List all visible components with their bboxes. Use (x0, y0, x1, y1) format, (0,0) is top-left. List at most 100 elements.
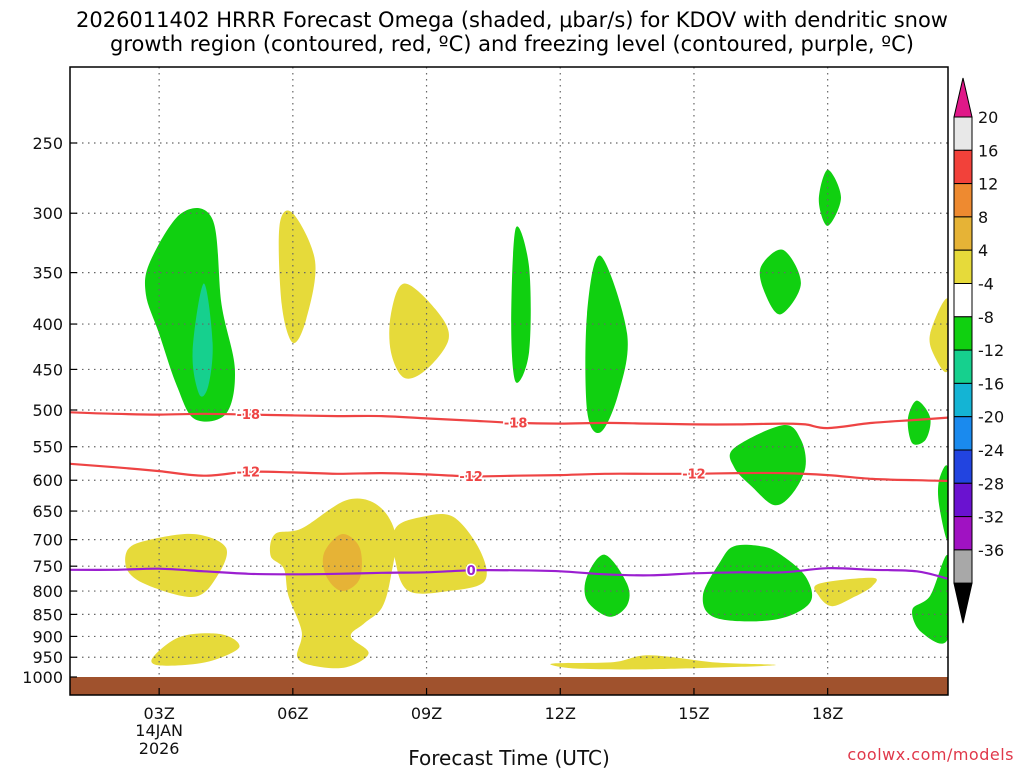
omega-region-10 (907, 400, 931, 445)
colorbar-swatch-11 (953, 482, 973, 518)
omega-region-12 (125, 533, 227, 598)
y-tick-label-250: 250 (32, 134, 63, 153)
omega-region-17 (550, 655, 776, 670)
ground-strip (70, 677, 948, 695)
omega-region-2 (278, 210, 316, 344)
omega-region-0 (144, 208, 236, 422)
y-axis: 250 300 350 400 450 500 550 600 650 700 750 800 850 9… (22, 134, 77, 687)
plot-frame (69, 66, 949, 696)
omega-region-16 (151, 633, 240, 666)
omega-region-4 (511, 226, 531, 383)
colorbar-swatch-8 (953, 382, 973, 418)
colorbar-swatch-0 (953, 116, 973, 151)
x-tick-label-03Z: 03Z (143, 704, 174, 723)
colorbar-label-10: -24 (978, 441, 1004, 460)
ground-layer (70, 677, 948, 695)
omega-region-5 (585, 255, 628, 434)
chart-title-line-1: 2026011402 HRRR Forecast Omega (shaded, … (75, 8, 948, 32)
omega-region-19 (702, 544, 813, 622)
chart-title: 2026011402 HRRR Forecast Omega (shaded, … (0, 8, 1024, 56)
colorbar-swatch-6 (953, 316, 973, 351)
omega-region-8 (929, 298, 948, 373)
chart-title-line-2: growth region (contoured, red, ºC) and f… (110, 32, 914, 56)
colorbar-top-arrow (953, 77, 973, 118)
colorbar-label-8: -16 (978, 374, 1004, 393)
colorbar-swatch-4 (953, 249, 973, 284)
x-axis-label: Forecast Time (UTC) (408, 746, 610, 768)
colorbar-label-4: 4 (978, 241, 988, 260)
omega-region-20 (814, 577, 877, 607)
colorbar-label-5: -4 (978, 275, 994, 294)
omega-region-1 (192, 283, 213, 397)
colorbar-swatch-9 (953, 416, 973, 451)
contour-label-dendritic-bottom-2: -12 (682, 467, 706, 482)
y-tick-label-600: 600 (32, 471, 63, 490)
y-tick-label-700: 700 (32, 531, 63, 550)
contour-label-freezing-level-0: 0 (467, 564, 476, 579)
y-tick-label-850: 850 (32, 605, 63, 624)
omega-region-15 (392, 513, 487, 594)
omega-region-11 (937, 465, 948, 541)
date-label-line-2: 2026 (139, 739, 180, 758)
colorbar-bottom-arrow (953, 582, 973, 624)
x-tick-label-18Z: 18Z (812, 704, 843, 723)
colorbar-label-13: -36 (978, 541, 1004, 560)
y-tick-label-550: 550 (32, 438, 63, 457)
plot-border (69, 66, 949, 696)
colorbar-label-7: -12 (978, 341, 1004, 360)
omega-region-21 (912, 555, 948, 644)
contour-dendritic-bottom (70, 462, 948, 482)
contour-label-dendritic-top-0: -18 (237, 408, 261, 423)
contour-dendritic-top (70, 411, 948, 430)
y-tick-label-650: 650 (32, 502, 63, 521)
colorbar-swatch-5 (953, 283, 973, 318)
contour-freezing-level (70, 567, 948, 580)
omega-shading-layer (125, 169, 948, 670)
y-tick-label-450: 450 (32, 360, 63, 379)
colorbar-swatch-2 (953, 183, 973, 218)
colorbar-swatch-1 (953, 149, 973, 185)
watermark: coolwx.com/models (847, 745, 1014, 764)
date-label-line-1: 14JAN (135, 721, 183, 740)
omega-region-3 (389, 283, 449, 379)
contour-label-dendritic-bottom-0: -12 (237, 465, 261, 480)
colorbar: 20 16 12 8 4 -4 -8 -12 -16 -20 -24 -28 -32 -36 (953, 77, 1004, 624)
y-tick-label-300: 300 (32, 204, 63, 223)
y-tick-label-900: 900 (32, 627, 63, 646)
x-tick-label-15Z: 15Z (678, 704, 709, 723)
omega-region-7 (818, 169, 841, 226)
colorbar-swatch-7 (953, 349, 973, 384)
contour-layer: -18 -18 -12 -12 -12 0 (70, 407, 948, 580)
colorbar-label-11: -28 (978, 474, 1004, 493)
contour-label-dendritic-bottom-1: -12 (459, 470, 483, 485)
y-tick-label-1000: 1000 (22, 668, 63, 687)
y-tick-label-950: 950 (32, 648, 63, 667)
x-tick-label-09Z: 09Z (411, 704, 442, 723)
contour-label-dendritic-top-1: -18 (504, 416, 528, 431)
colorbar-label-9: -20 (978, 408, 1004, 427)
colorbar-label-0: 20 (978, 108, 998, 127)
y-tick-label-350: 350 (32, 264, 63, 283)
omega-region-18 (584, 554, 630, 617)
y-tick-label-500: 500 (32, 401, 63, 420)
omega-region-14 (322, 534, 362, 592)
colorbar-swatch-12 (953, 516, 973, 551)
colorbar-label-1: 16 (978, 141, 998, 160)
colorbar-label-3: 8 (978, 208, 988, 227)
colorbar-label-6: -8 (978, 308, 994, 327)
colorbar-swatch-3 (953, 216, 973, 251)
omega-region-6 (759, 249, 801, 315)
colorbar-swatch-10 (953, 449, 973, 484)
y-tick-label-400: 400 (32, 315, 63, 334)
x-tick-label-06Z: 06Z (277, 704, 308, 723)
colorbar-label-2: 12 (978, 175, 998, 194)
colorbar-label-12: -32 (978, 508, 1004, 527)
y-tick-label-750: 750 (32, 557, 63, 576)
omega-region-9 (729, 424, 806, 506)
colorbar-swatch-13 (953, 549, 973, 584)
y-tick-label-800: 800 (32, 582, 63, 601)
grid-layer (70, 67, 948, 677)
x-tick-label-12Z: 12Z (545, 704, 576, 723)
